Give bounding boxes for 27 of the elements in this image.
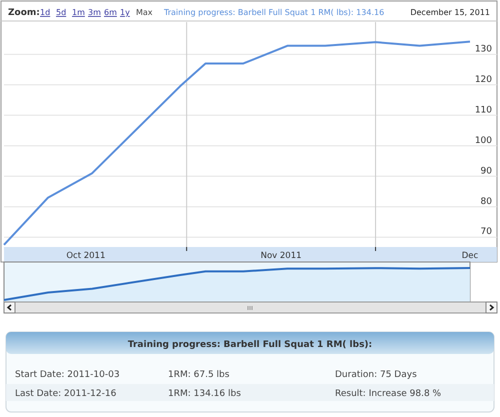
x-tick-label: Dec (462, 251, 479, 261)
y-tick-label: 100 (474, 136, 492, 146)
text: 6m (104, 8, 118, 17)
text: 1RM: 67.5 lbs (168, 370, 230, 380)
text: Last Date: 2011-12-16 (15, 389, 117, 399)
text: December 15, 2011 (410, 8, 490, 17)
text: 1RM: 134.16 lbs (168, 389, 242, 399)
y-tick-label: 80 (480, 196, 492, 207)
x-tick-label: Nov 2011 (260, 251, 302, 261)
y-tick-label: 120 (474, 74, 492, 85)
y-tick-label: 70 (480, 227, 492, 238)
y-tick-label: 110 (474, 105, 492, 116)
text: Zoom: (8, 8, 40, 18)
y-tick-label: 90 (480, 166, 492, 176)
text: Result: Increase 98.8 % (335, 389, 442, 399)
text: 5d (56, 8, 66, 17)
text: Start Date: 2011-10-03 (15, 370, 120, 380)
text: Max (136, 8, 153, 17)
text: 1d (40, 8, 50, 17)
x-tick-label: Oct 2011 (66, 251, 106, 261)
text: 1m (72, 8, 86, 17)
y-tick-label: 130 (474, 44, 492, 54)
text: 1y (120, 8, 130, 17)
text: Duration: 75 Days (335, 370, 418, 380)
text: Training progress: Barbell Full Squat 1 RM( lbs): (128, 340, 372, 350)
text: 3m (88, 8, 102, 17)
text: Training progress: Barbell Full Squat 1 RM( lbs): 134.16 (163, 8, 384, 17)
